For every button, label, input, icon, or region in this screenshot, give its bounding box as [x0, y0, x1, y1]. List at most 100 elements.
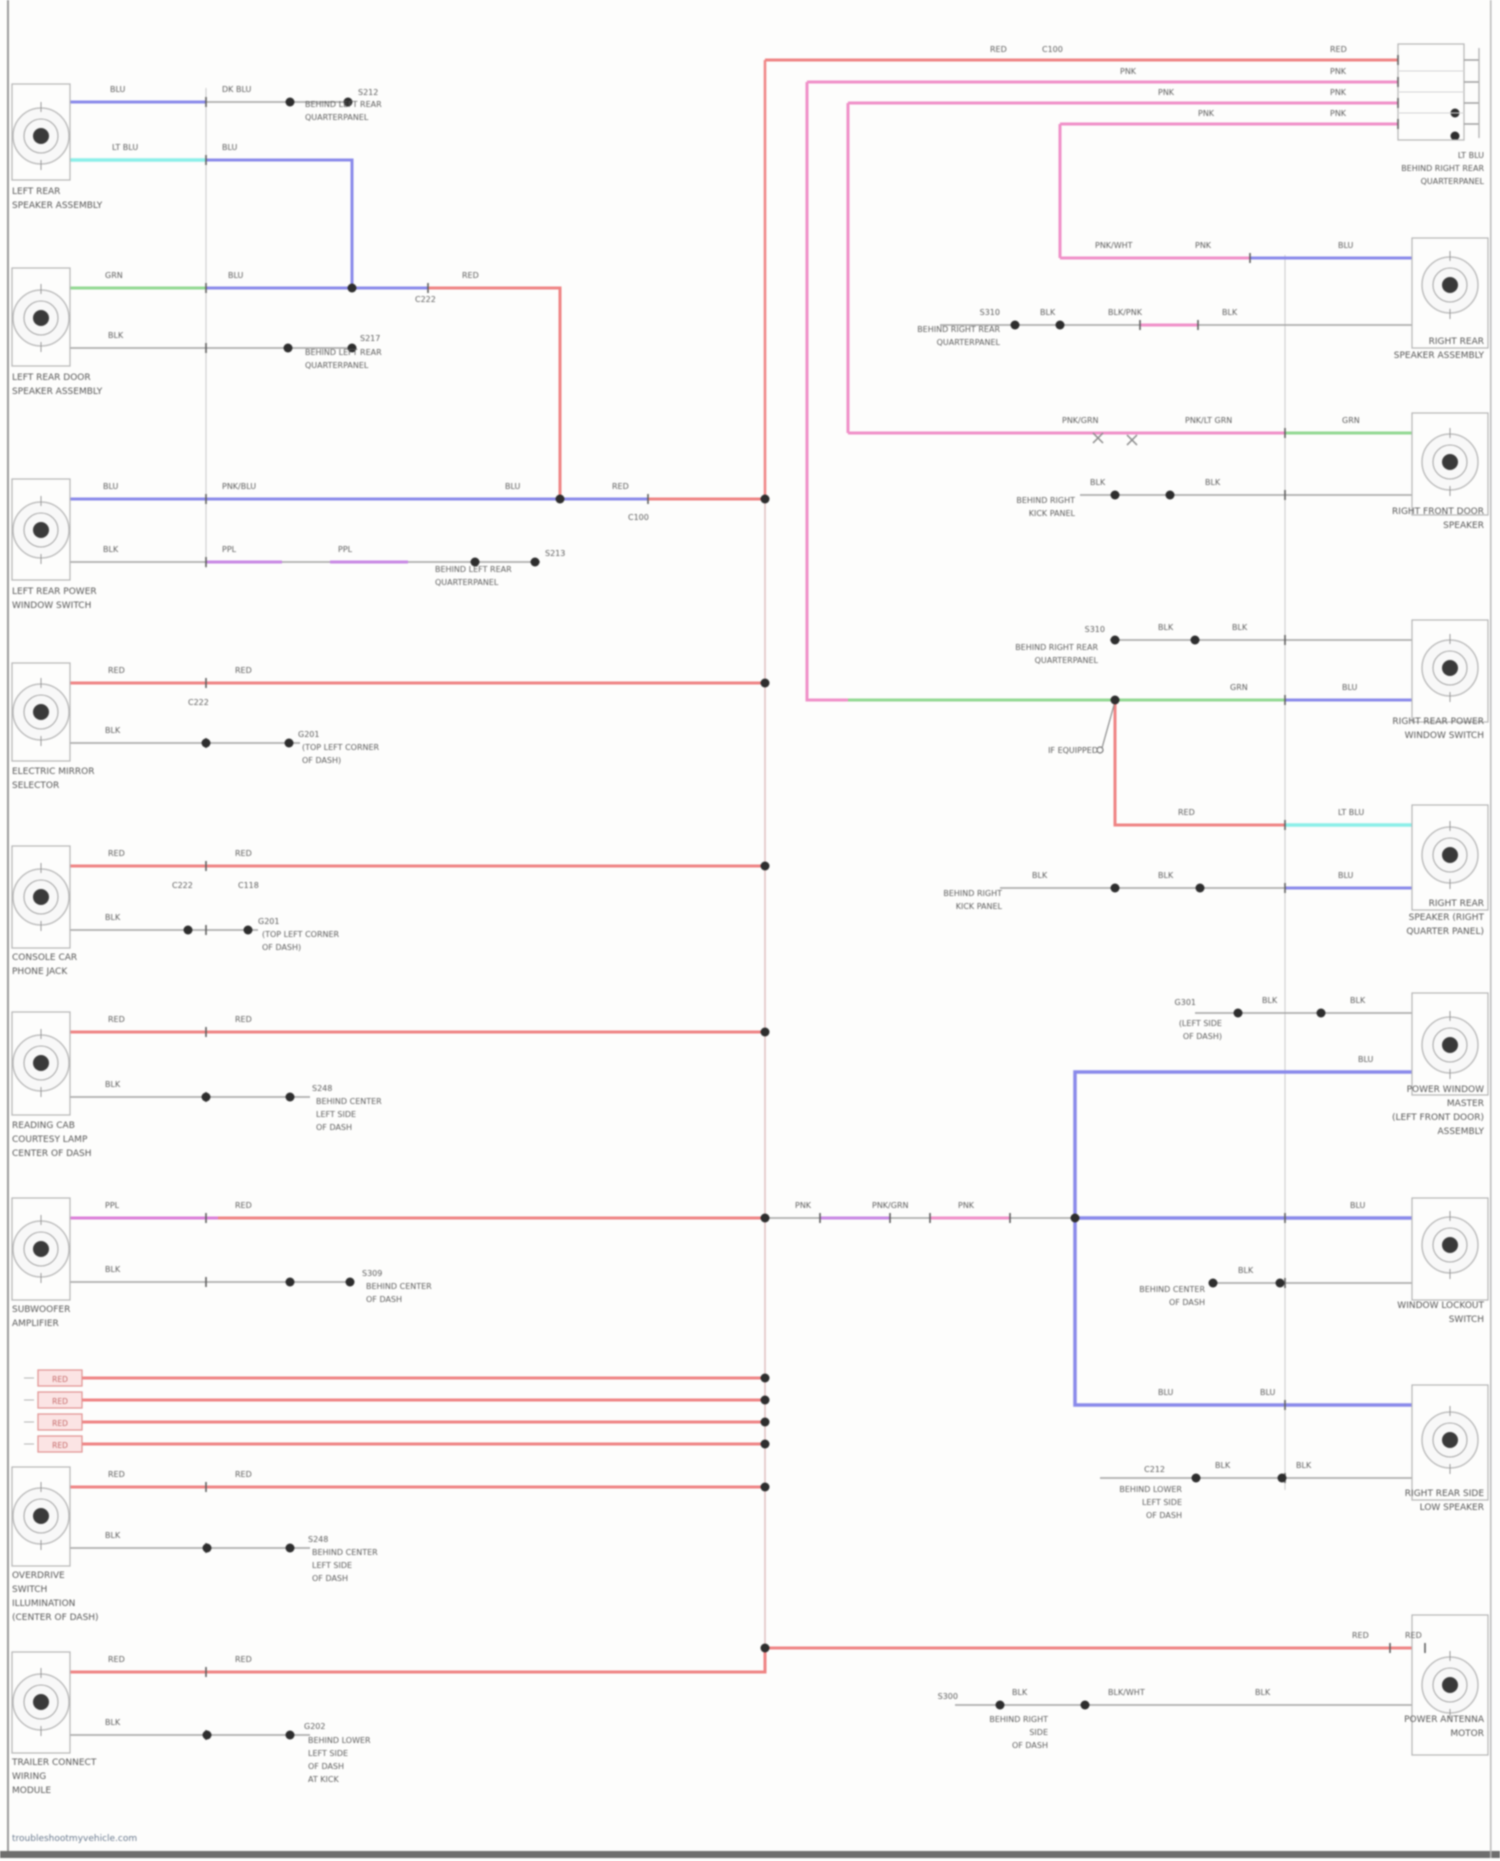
component-label-power-antenna-motor: POWER ANTENNA [1404, 1715, 1485, 1725]
wire-label: PNK [795, 1201, 812, 1210]
component-label-right-rear-quarter-speaker: SPEAKER (RIGHT [1409, 913, 1485, 923]
wire-label: BLU [1338, 241, 1354, 250]
device-icon [33, 704, 49, 720]
wire-label: BLK [1296, 1461, 1312, 1470]
component-box-subwoofer-amplifier [11, 1197, 71, 1301]
wire-label: OF DASH) [302, 756, 341, 765]
wire-label: RED [235, 666, 252, 675]
feed-chip [37, 1413, 83, 1431]
wire-label: C222 [188, 698, 209, 707]
wire-label: DK BLU [222, 85, 251, 94]
wire-label: RED [990, 45, 1007, 54]
component-box-overdrive-switch [11, 1466, 71, 1567]
wire-label: G201 [298, 730, 319, 739]
wire-label: BLU [1338, 871, 1354, 880]
wire-label: S310 [980, 308, 1000, 317]
wire-label: BEHIND LOWER [308, 1736, 371, 1745]
wire-label: PNK [1330, 67, 1347, 76]
wire-label: BLK [1232, 623, 1248, 632]
junction-dot [285, 1543, 295, 1553]
component-box-right-front-door-speaker [1411, 412, 1489, 516]
junction-dot [1110, 635, 1120, 645]
wire-label: BEHIND LEFT REAR [305, 100, 382, 109]
wire-label: OF DASH [312, 1574, 348, 1583]
junction-dot [760, 1027, 770, 1037]
junction-dot [1080, 1700, 1090, 1710]
component-box-power-antenna-motor [1411, 1614, 1489, 1756]
wire-label: PNK [1198, 109, 1215, 118]
device-icon [1442, 1237, 1458, 1253]
junction-dot [760, 678, 770, 688]
if-equipped-note: IF EQUIPPED [1048, 746, 1098, 755]
wire-label: (LEFT SIDE [1179, 1019, 1222, 1028]
device-icon [1442, 660, 1458, 676]
device-icon [23, 879, 59, 915]
wire-label: AT KICK [308, 1775, 339, 1784]
wire-label: C222 [172, 881, 193, 890]
junction-dot [1110, 695, 1120, 705]
device-icon [23, 1684, 59, 1720]
wire-label: BEHIND RIGHT REAR [917, 325, 1000, 334]
splice-icon [1126, 434, 1138, 446]
wire-label: RED [108, 666, 125, 675]
component-box-right-rear-side-low-speaker [1411, 1384, 1489, 1501]
component-label-right-rear-power-window-switch: WINDOW SWITCH [1405, 731, 1484, 741]
feed-chip-label: RED [52, 1419, 68, 1428]
wire-label: BEHIND LEFT REAR [435, 565, 512, 574]
wire-label: BLK [1215, 1461, 1231, 1470]
component-box-window-lockout-switch [1411, 1197, 1489, 1301]
component-box-right-rear-quarter-speaker [1411, 804, 1489, 911]
wire-red [1113, 700, 1285, 827]
device-icon [33, 1241, 49, 1257]
wire-label: OF DASH [1146, 1511, 1182, 1520]
component-label-left-rear-speaker: SPEAKER ASSEMBLY [12, 201, 103, 211]
wire-label: BLK [105, 1718, 121, 1727]
device-icon [1432, 1667, 1468, 1703]
component-box-console-car-phone-jack [11, 845, 71, 949]
device-icon [33, 522, 49, 538]
wire-label: GRN [1230, 683, 1248, 692]
wire-label: PNK/LT GRN [1185, 416, 1232, 425]
feed-chip [37, 1435, 83, 1453]
junction-dot [243, 925, 253, 935]
wire-label: OF DASH [366, 1295, 402, 1304]
wire-label: BEHIND CENTER [1139, 1285, 1205, 1294]
component-label-overdrive-switch: OVERDRIVE [12, 1571, 65, 1581]
wire-label: BLK [1255, 1688, 1271, 1697]
junction-dot [201, 738, 211, 748]
wire-label: KICK PANEL [1029, 509, 1076, 518]
wire-label: RED [235, 1015, 252, 1024]
device-icon [23, 1498, 59, 1534]
junction-dot [1110, 490, 1120, 500]
wire-label: S212 [358, 88, 378, 97]
wire-label: PNK [958, 1201, 975, 1210]
note-pointer-dot [1096, 746, 1104, 754]
wire-label: LEFT SIDE [1142, 1498, 1182, 1507]
junction-dot [1275, 1278, 1285, 1288]
wire-label: BLK [105, 1531, 121, 1540]
wire-label: BLK/WHT [1108, 1688, 1145, 1697]
component-box-left-rear-door-speaker [11, 267, 71, 367]
junction-dot [1450, 131, 1460, 141]
device-icon [33, 1055, 49, 1071]
wire-label: S300 [938, 1692, 958, 1701]
wire-blue [1073, 1070, 1412, 1407]
wire-label: PPL [105, 1201, 120, 1210]
wire-label: BLK [1040, 308, 1056, 317]
wire-label: S213 [545, 549, 565, 558]
junction-dot [1110, 883, 1120, 893]
wire-label: (TOP LEFT CORNER [262, 930, 340, 939]
wire-label: QUARTERPANEL [305, 361, 369, 370]
component-box-left-rear-power-window-switch [11, 478, 71, 581]
wire-label: BEHIND CENTER [312, 1548, 378, 1557]
wire-label: C100 [628, 513, 649, 522]
wire-label: BLK [1222, 308, 1238, 317]
wire-blue [206, 158, 354, 288]
wire-red [70, 1648, 767, 1674]
wire-label: C118 [238, 881, 259, 890]
wire-label: BLU [1358, 1055, 1374, 1064]
component-label-power-window-master-switch: ASSEMBLY [1437, 1127, 1484, 1137]
wire-label: RED [235, 849, 252, 858]
